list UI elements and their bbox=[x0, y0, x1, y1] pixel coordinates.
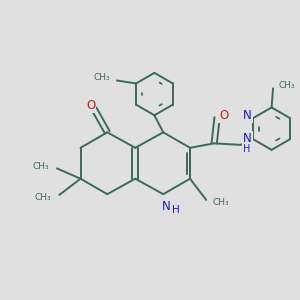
Text: CH₃: CH₃ bbox=[279, 81, 296, 90]
Text: N: N bbox=[162, 200, 171, 213]
Text: CH₃: CH₃ bbox=[35, 193, 51, 202]
Text: CH₃: CH₃ bbox=[212, 198, 229, 207]
Text: O: O bbox=[86, 99, 95, 112]
Text: N: N bbox=[243, 109, 252, 122]
Text: CH₃: CH₃ bbox=[32, 161, 49, 170]
Text: H: H bbox=[172, 206, 179, 215]
Text: N: N bbox=[243, 133, 251, 146]
Text: O: O bbox=[219, 109, 228, 122]
Text: H: H bbox=[244, 144, 251, 154]
Text: CH₃: CH₃ bbox=[94, 73, 110, 82]
